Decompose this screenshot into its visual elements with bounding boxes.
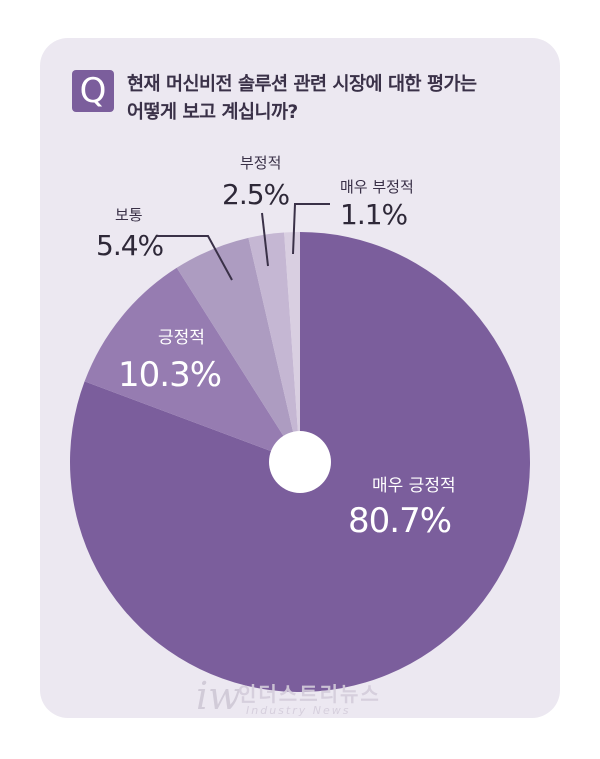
leader-line-매우-부정적 — [292, 203, 330, 255]
category-label-보통: 보통 — [115, 206, 143, 224]
question-line-2: 어떻게 보고 계십니까? — [127, 102, 298, 123]
category-label-부정적: 부정적 — [240, 154, 281, 172]
pie-slice-부정적 — [248, 232, 300, 462]
value-label-매우-부정적: 1.1% — [340, 198, 408, 231]
pie-center-hole — [269, 431, 331, 493]
value-label-매우-긍정적: 80.7% — [348, 501, 451, 541]
pie-slice-보통 — [176, 237, 300, 462]
value-label-긍정적: 10.3% — [118, 355, 221, 395]
value-label-부정적: 2.5% — [222, 178, 290, 211]
watermark-subtitle: Industry News — [246, 704, 351, 717]
question-badge: Q — [72, 70, 114, 112]
category-label-매우-부정적: 매우 부정적 — [340, 178, 414, 196]
question-line-1: 현재 머신비전 솔루션 관련 시장에 대한 평가는 — [127, 74, 477, 95]
value-label-보통: 5.4% — [96, 229, 164, 262]
watermark-logo-icon: iw — [196, 674, 241, 718]
watermark: iw 인더스트리뉴스 Industry News — [196, 674, 426, 724]
category-label-긍정적: 긍정적 — [158, 328, 205, 348]
leader-line-보통 — [157, 235, 233, 281]
pie-slice-매우-부정적 — [284, 232, 300, 462]
category-label-매우-긍정적: 매우 긍정적 — [372, 476, 456, 496]
leader-line-부정적 — [261, 212, 269, 267]
pie-slice-긍정적 — [84, 267, 300, 462]
watermark-title: 인더스트리뉴스 — [238, 682, 381, 706]
